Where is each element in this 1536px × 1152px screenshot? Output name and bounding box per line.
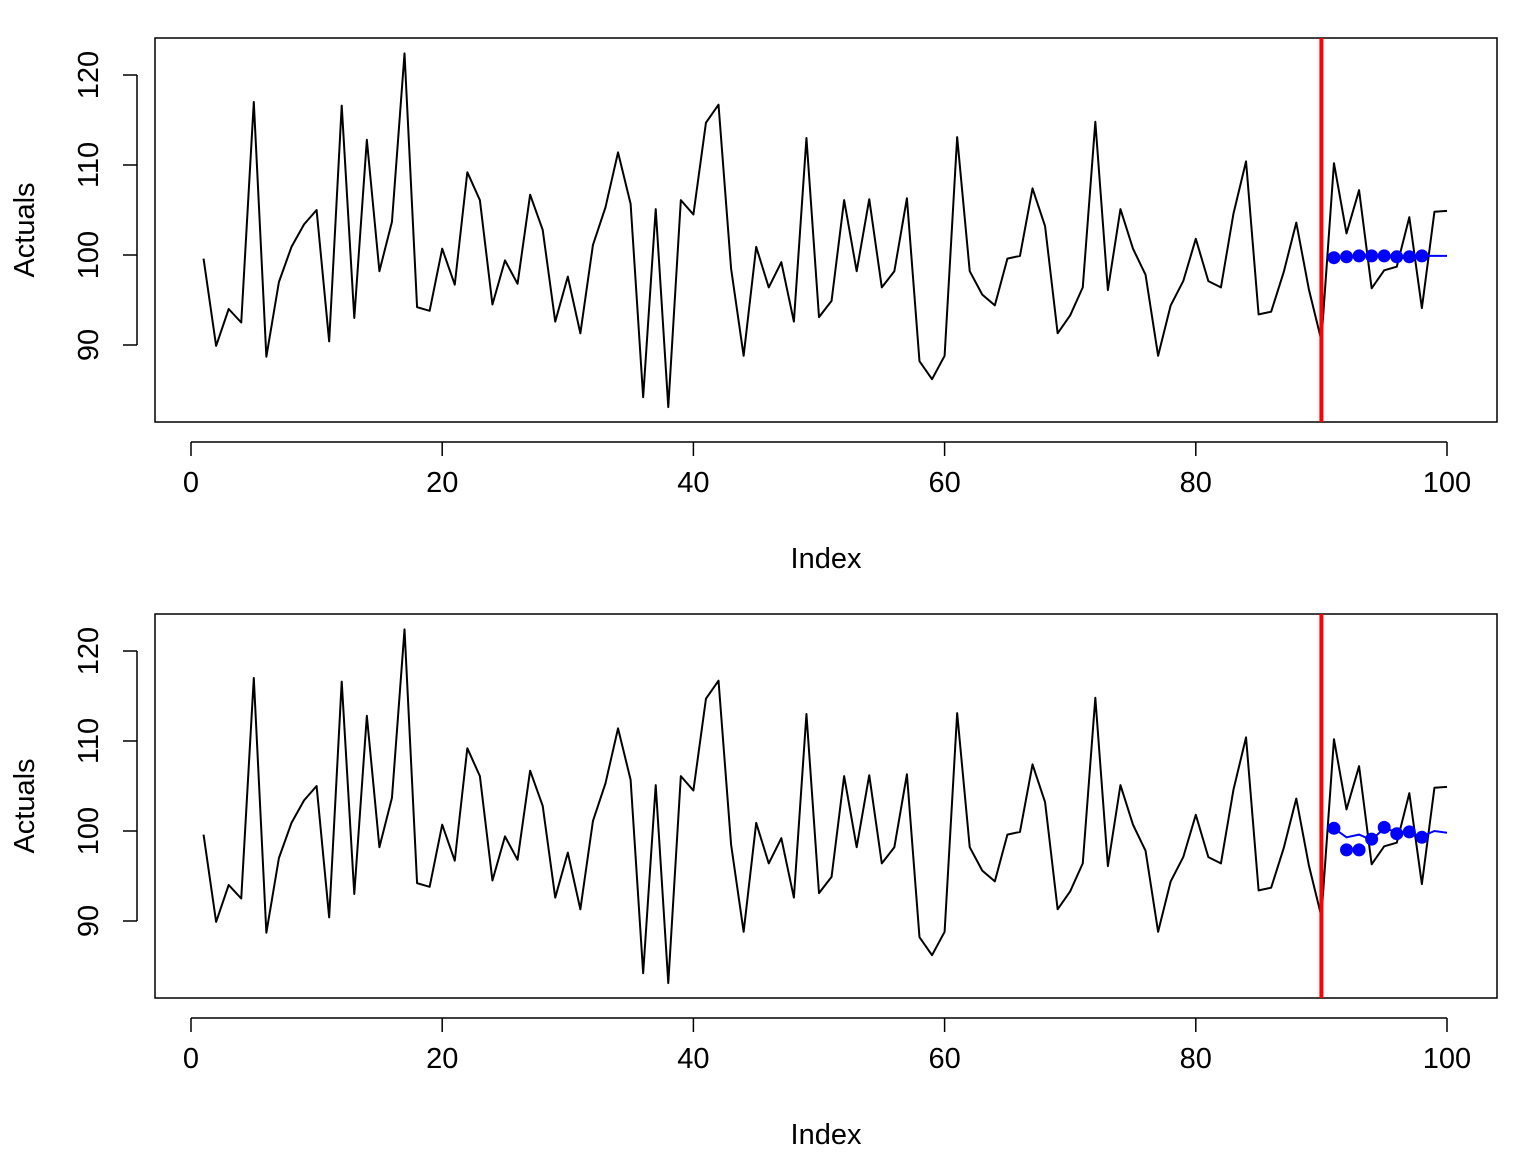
panel-1-x-tick-label: 100 (1423, 467, 1471, 499)
panel-2-actuals-line (202, 628, 1448, 985)
panel-1-x-tick-label: 80 (1180, 467, 1212, 499)
panel-2-x-tick-label: 60 (928, 1043, 960, 1075)
panel-1-x-tick-label: 0 (183, 467, 199, 499)
panel-1-plot-frame (154, 37, 1498, 423)
panel-2-forecast-point (1402, 825, 1416, 839)
panel-2-forecast-point (1390, 827, 1404, 841)
panel-1-x-tick-label: 60 (928, 467, 960, 499)
panel-2-x-tick-label: 20 (426, 1043, 458, 1075)
panel-1-forecast-point (1415, 249, 1429, 263)
panel-1-x-tick-label: 20 (426, 467, 458, 499)
panel-2-forecast-line (1333, 827, 1448, 842)
panel-2-y-tick-label: 90 (73, 905, 105, 937)
panel-2-forecast-point (1340, 843, 1354, 857)
panel-1-actuals-line (202, 52, 1448, 409)
panel-1-forecast-point (1365, 249, 1379, 263)
panel-2-y-tick-label: 120 (73, 627, 105, 675)
panel-2-x-tick-label: 0 (183, 1043, 199, 1075)
panel-2-forecast-point (1377, 820, 1391, 834)
panel-2-forecast-point (1365, 832, 1379, 846)
panel-2-y-tick-label: 110 (73, 718, 105, 764)
panel-2-y-axis-title: Actuals (9, 758, 41, 853)
panel-2-y-tick-label: 100 (73, 807, 105, 855)
panel-2-x-tick-label: 80 (1180, 1043, 1212, 1075)
panel-2-forecast-point (1327, 821, 1341, 835)
panel-1-forecast-point (1352, 249, 1366, 263)
panel-1-forecast-point (1377, 249, 1391, 263)
panel-1-x-axis-title: Index (791, 543, 862, 575)
panel-2-x-axis-title: Index (791, 1119, 862, 1151)
panel-1-x-tick-label: 40 (677, 467, 709, 499)
panel-1-y-tick-label: 110 (73, 142, 105, 188)
panel-2-x-tick-label: 40 (677, 1043, 709, 1075)
panel-2-forecast-point (1352, 843, 1366, 857)
panel-2-plot-frame (154, 613, 1498, 999)
panel-1-y-axis-title: Actuals (9, 182, 41, 277)
panel-1-y-tick-label: 100 (73, 231, 105, 279)
panel-1-y-tick-label: 90 (73, 329, 105, 361)
panel-1-forecast-point (1390, 250, 1404, 264)
panel-1-forecast-point (1327, 251, 1341, 265)
panel-1-forecast-point (1340, 250, 1354, 264)
panel-1-y-tick-label: 120 (73, 51, 105, 99)
panel-1-forecast-point (1402, 250, 1416, 264)
panel-2-forecast-point (1415, 830, 1429, 844)
panel-2-x-tick-label: 100 (1423, 1043, 1471, 1075)
